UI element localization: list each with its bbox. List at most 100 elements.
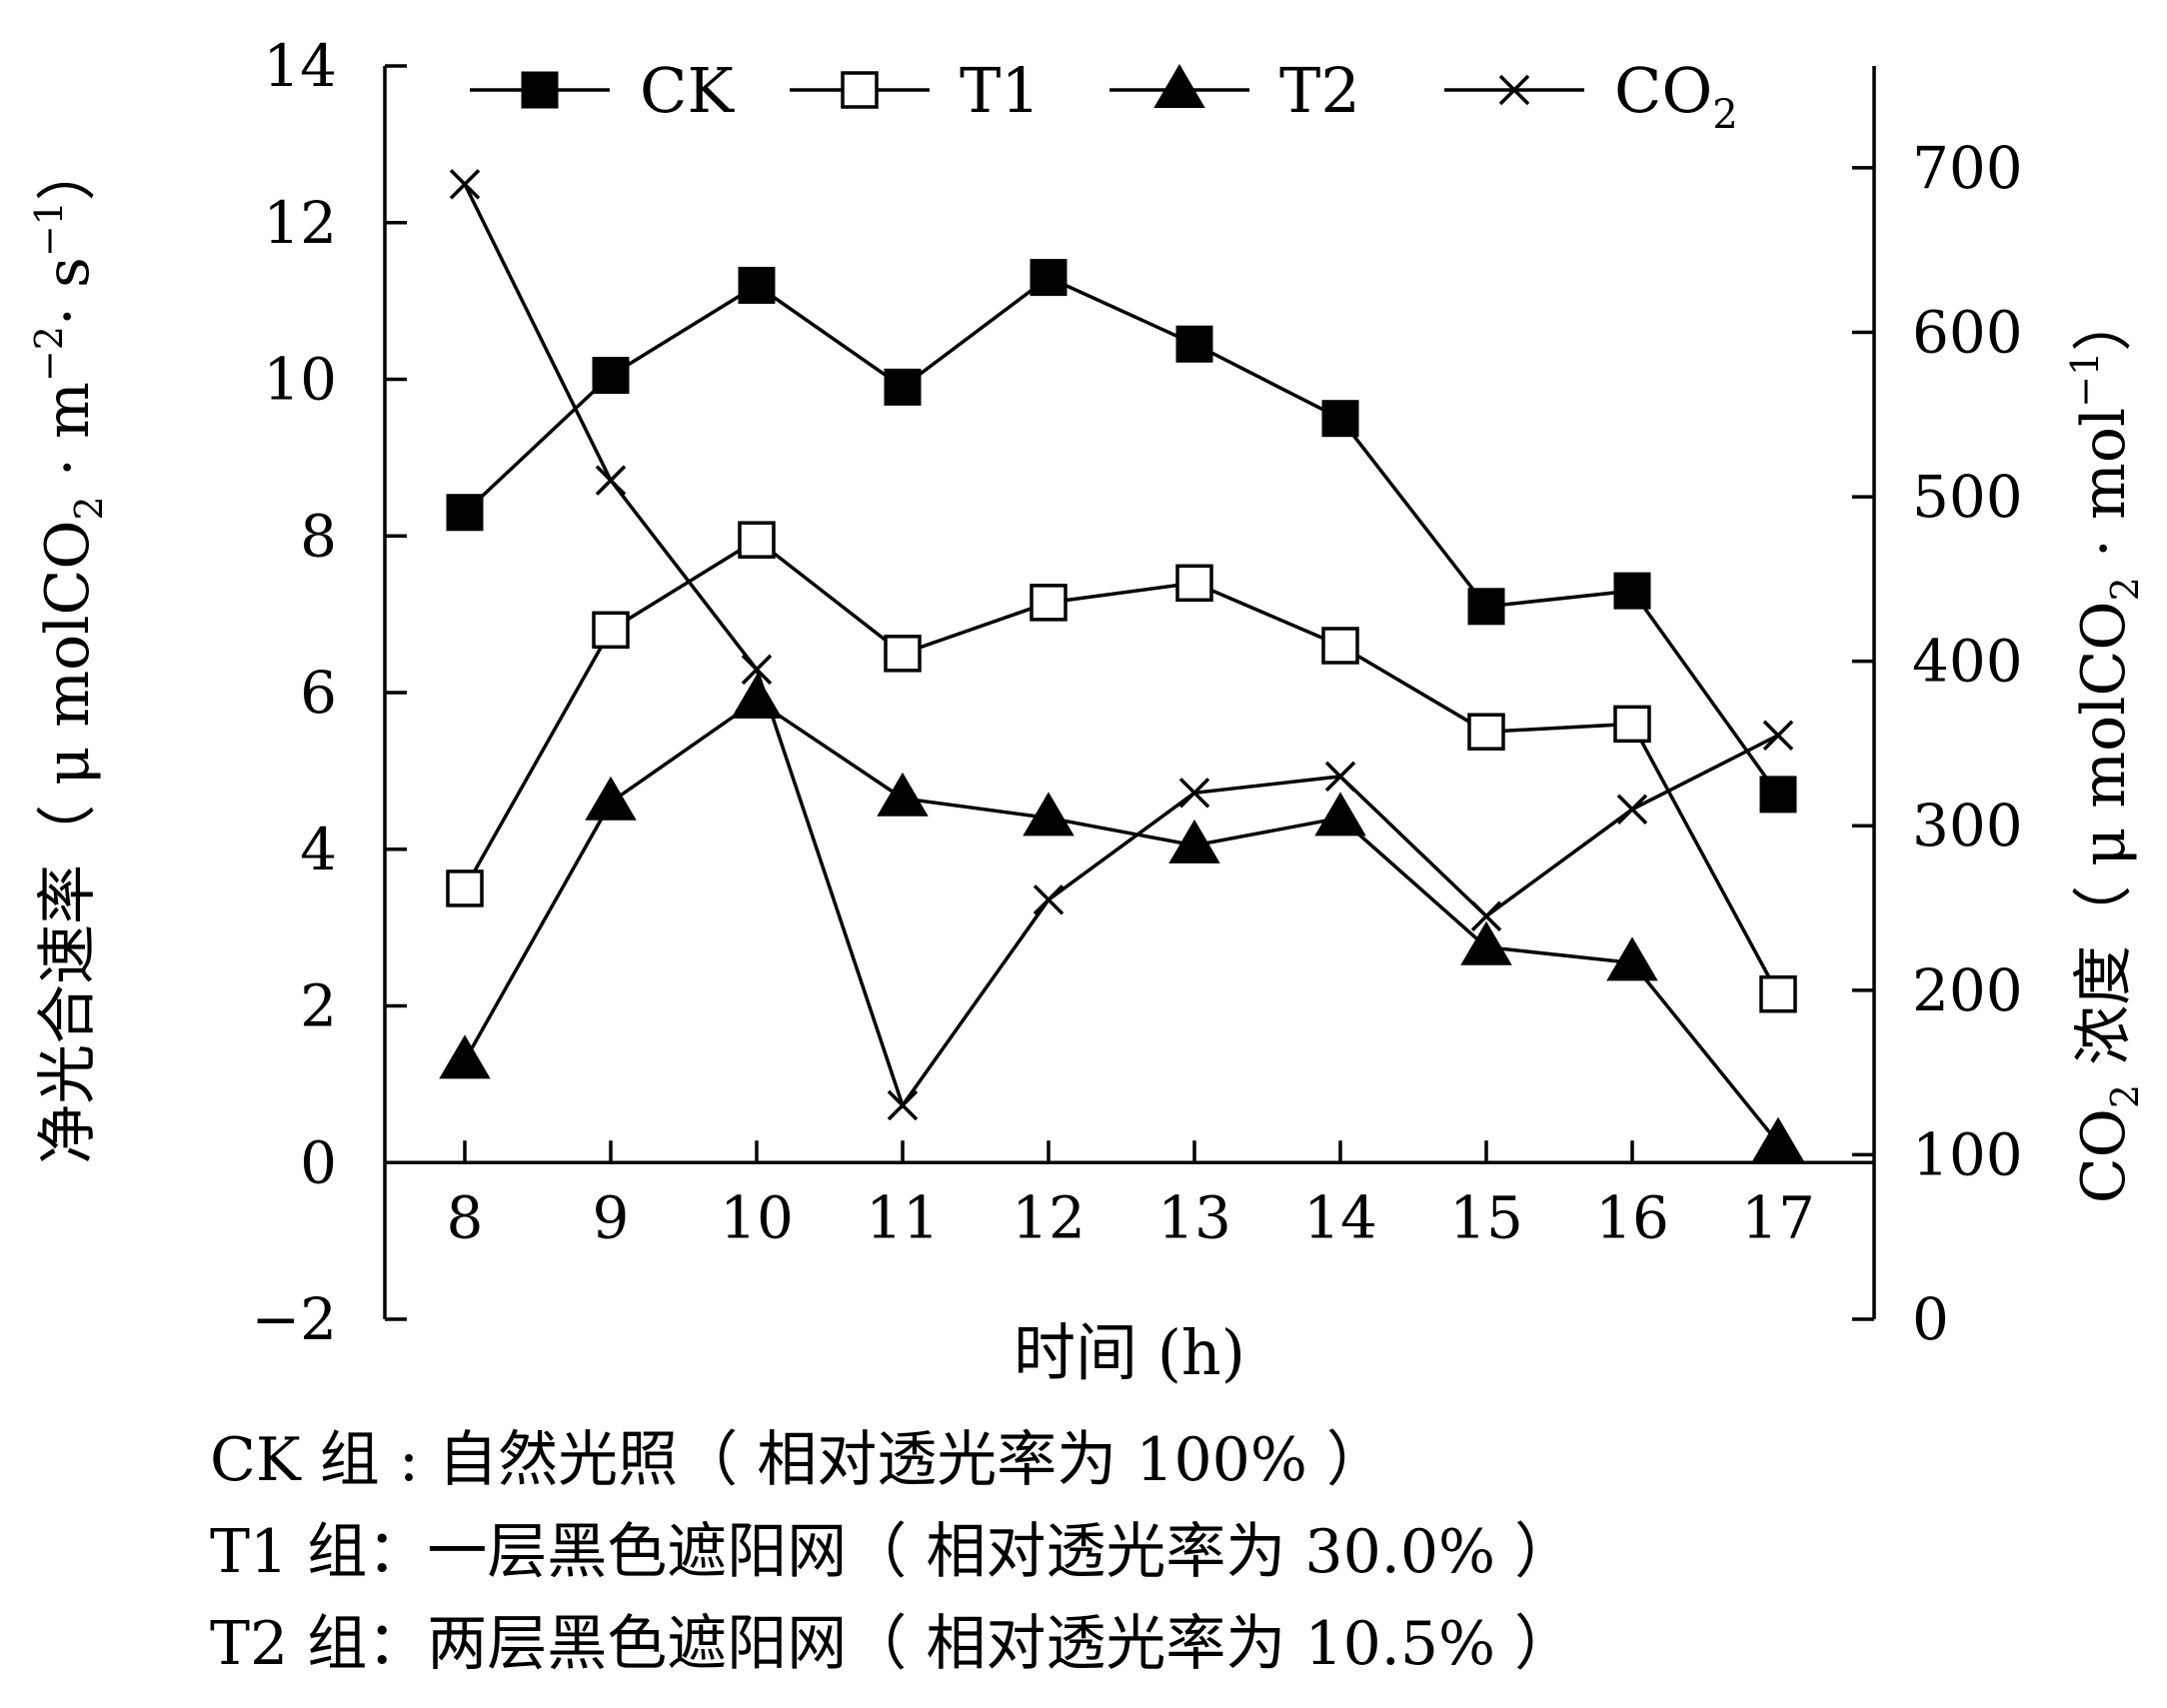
data-point-t2 xyxy=(1023,792,1075,837)
x-tick-label: 12 xyxy=(1012,1183,1085,1251)
cross-stroke xyxy=(1324,761,1356,793)
legend-marker xyxy=(1498,74,1530,106)
data-point-ck xyxy=(1759,776,1797,814)
left-tick-label: 10 xyxy=(263,346,337,414)
right-tick-label: 100 xyxy=(1912,1120,2023,1188)
right-tick-label: 700 xyxy=(1912,134,2023,202)
legend-label: CO2 xyxy=(1614,54,1738,138)
legend-marker xyxy=(841,71,879,109)
x-tick-label: 17 xyxy=(1741,1183,1815,1251)
data-point-ck xyxy=(738,266,776,304)
data-point-t1 xyxy=(1759,974,1797,1013)
data-point-co xyxy=(741,654,773,686)
x-tick-label: 10 xyxy=(720,1183,794,1251)
data-point-co xyxy=(1178,778,1210,809)
figure-notes: CK 组 : 自然光照（ 相对透光率为 100% ） T1 组：一层黑色遮阳网（… xyxy=(210,1414,1574,1690)
legend-label: T2 xyxy=(1279,54,1360,127)
note-ck: CK 组 : 自然光照（ 相对透光率为 100% ） xyxy=(210,1425,1386,1495)
x-tick-label: 15 xyxy=(1449,1183,1523,1251)
series-line-t2 xyxy=(463,698,1780,1144)
data-point-t1 xyxy=(1175,564,1213,603)
cross-stroke xyxy=(1178,778,1210,809)
data-point-t2 xyxy=(1606,936,1658,981)
data-point-co xyxy=(1762,720,1794,751)
legend-item-t2: T2 xyxy=(1109,54,1360,127)
data-point-t2 xyxy=(1460,920,1512,965)
data-point-t1 xyxy=(1321,627,1359,665)
data-point-t2 xyxy=(731,674,783,719)
data-point-ck xyxy=(1030,259,1068,297)
x-tick-label: 14 xyxy=(1303,1183,1377,1251)
right-tick-label: 0 xyxy=(1912,1285,1949,1353)
series-line-co xyxy=(463,183,1779,1109)
x-tick-label: 16 xyxy=(1595,1183,1669,1251)
legend-item-co: CO2 xyxy=(1444,54,1738,138)
right-tick-label: 500 xyxy=(1912,463,2023,531)
cross-stroke xyxy=(741,654,773,686)
data-point-t1 xyxy=(592,611,630,650)
legend-marker xyxy=(1153,64,1205,108)
data-point-co xyxy=(1324,761,1356,793)
data-point-co xyxy=(595,465,627,496)
data-point-ck xyxy=(446,494,484,532)
left-axis-title: 净光合速率（ μ molCO2 · m−2· s−1） xyxy=(27,141,111,1164)
data-point-t2 xyxy=(585,776,637,821)
data-point-t2 xyxy=(1752,1116,1804,1161)
data-point-t2 xyxy=(877,772,929,817)
left-tick-label: 12 xyxy=(263,189,337,257)
left-tick-label: 14 xyxy=(263,32,337,100)
left-tick-label: −2 xyxy=(252,1285,338,1353)
data-point-t1 xyxy=(1030,584,1068,622)
legend-label: CK xyxy=(640,54,735,127)
x-axis-title: 时间 (h) xyxy=(1014,1316,1245,1389)
data-point-ck xyxy=(1321,400,1359,438)
cross-stroke xyxy=(1470,900,1502,931)
data-point-t2 xyxy=(1168,819,1220,863)
right-tick-label: 600 xyxy=(1912,298,2023,366)
data-point-t1 xyxy=(884,635,922,673)
data-point-t2 xyxy=(1314,792,1366,837)
cross-stroke xyxy=(1033,884,1065,915)
left-tick-label: 2 xyxy=(300,972,337,1040)
data-point-t1 xyxy=(738,521,776,559)
x-tick-label: 8 xyxy=(447,1183,484,1251)
left-tick-label: 6 xyxy=(300,659,337,727)
cross-stroke xyxy=(449,169,481,200)
data-point-co xyxy=(1616,794,1648,826)
cross-stroke xyxy=(1762,720,1794,751)
left-tick-label: 4 xyxy=(300,816,337,883)
right-tick-label: 400 xyxy=(1912,628,2023,696)
data-point-ck xyxy=(884,368,922,406)
left-tick-label: 8 xyxy=(300,502,337,570)
cross-stroke xyxy=(1616,794,1648,826)
cross-stroke xyxy=(887,1089,919,1121)
legend-item-ck: CK xyxy=(470,54,735,127)
right-axis-title: CO2 浓度（ μ molCO2 · mol−1） xyxy=(2063,292,2147,1203)
axes: −2 0 2 4 6 8 10 12 14 0 100 200 300 400 500 600 700 8 9 10 1… xyxy=(27,32,2147,1389)
legend: CK T1 T2 CO2 xyxy=(470,54,1738,138)
legend-marker xyxy=(521,71,559,109)
data-point-t1 xyxy=(446,869,484,907)
chart: −2 0 2 4 6 8 10 12 14 0 100 200 300 400 500 600 700 8 9 10 1… xyxy=(27,32,2147,1389)
data-point-ck xyxy=(592,357,630,395)
data-point-co xyxy=(887,1089,919,1121)
data-point-co xyxy=(449,169,481,200)
data-point-co xyxy=(1033,884,1065,915)
legend-item-t1: T1 xyxy=(790,54,1041,127)
cross-stroke xyxy=(595,465,627,496)
x-tick-label: 13 xyxy=(1157,1183,1231,1251)
data-point-t2 xyxy=(439,1034,491,1079)
data-point-ck xyxy=(1613,572,1651,610)
x-tick-label: 9 xyxy=(593,1183,630,1251)
data-point-t1 xyxy=(1613,705,1651,744)
legend-label: T1 xyxy=(960,54,1041,127)
cross-stroke xyxy=(1498,74,1530,106)
data-point-co xyxy=(1470,900,1502,931)
left-tick-label: 0 xyxy=(300,1128,337,1196)
series-line-t1 xyxy=(463,538,1780,995)
right-tick-label: 300 xyxy=(1912,792,2023,859)
data-point-ck xyxy=(1175,325,1213,363)
data-point-t1 xyxy=(1467,713,1505,751)
chart-marks xyxy=(439,169,1804,1161)
data-point-ck xyxy=(1467,588,1505,626)
